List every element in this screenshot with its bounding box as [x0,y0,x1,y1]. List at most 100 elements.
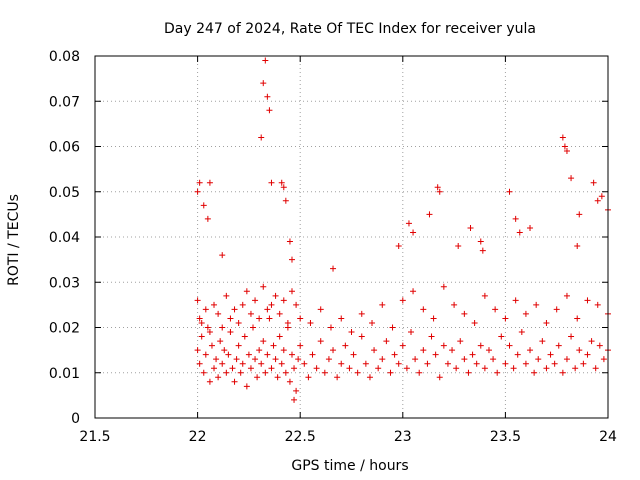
data-point [252,356,259,363]
data-point [266,315,273,322]
data-point [399,342,406,349]
y-tick-label: 0.08 [49,49,80,65]
data-point [574,243,581,250]
data-point [258,134,265,141]
data-point [291,396,298,403]
data-point [305,374,312,381]
data-point [563,292,570,299]
data-point [518,329,525,336]
data-point [512,215,519,222]
data-point [293,387,300,394]
data-point [522,360,529,367]
y-tick-label: 0.06 [49,140,80,156]
data-point [354,369,361,376]
data-point [256,347,263,354]
data-point [196,179,203,186]
data-point [362,360,369,367]
data-point [553,306,560,313]
data-point [219,252,226,259]
data-point [533,301,540,308]
data-point [543,365,550,372]
data-point [428,333,435,340]
data-point [276,333,283,340]
data-point [432,351,439,358]
data-point [288,256,295,263]
data-point [358,310,365,317]
data-point [254,374,261,381]
data-point [200,369,207,376]
axis-ticks [94,55,609,419]
data-point [572,365,579,372]
data-point [348,329,355,336]
data-point [260,283,267,290]
data-point [211,301,218,308]
data-point [420,347,427,354]
data-point [461,356,468,363]
data-point [280,297,287,304]
data-point [494,369,501,376]
data-point [477,238,484,245]
x-tick-label: 22 [189,429,207,445]
data-point [590,179,597,186]
data-point [260,338,267,345]
data-point [338,360,345,367]
data-point [379,356,386,363]
data-point [350,351,357,358]
data-point [410,229,417,236]
data-point [325,356,332,363]
data-point [231,306,238,313]
data-point [596,342,603,349]
data-point [208,342,215,349]
data-point [434,184,441,191]
data-point [527,347,534,354]
data-point [243,288,250,295]
y-tick-label: 0.07 [49,94,80,110]
data-point [260,80,267,87]
data-point [453,365,460,372]
x-tick-label: 22.5 [285,429,316,445]
data-point [477,342,484,349]
data-point [243,383,250,390]
data-point [391,351,398,358]
data-point [555,342,562,349]
data-point [262,57,269,64]
data-point [282,369,289,376]
data-point [600,356,607,363]
data-point [369,319,376,326]
data-point [516,229,523,236]
y-tick-label: 0.03 [49,275,80,291]
data-point [588,338,595,345]
data-point [395,360,402,367]
x-tick-labels: 21.5 22 22.5 23 23.5 24 [79,429,617,445]
data-point [278,179,285,186]
data-point [252,297,259,304]
data-point [424,360,431,367]
data-point [457,338,464,345]
data-point [297,342,304,349]
data-point [301,360,308,367]
data-point [264,351,271,358]
data-point [561,143,568,150]
data-point [455,243,462,250]
data-point [405,220,412,227]
data-point [282,197,289,204]
data-point [327,324,334,331]
data-point [268,365,275,372]
data-point [330,265,337,272]
data-point [211,365,218,372]
data-point [449,347,456,354]
data-point [492,306,499,313]
data-point [440,342,447,349]
data-point [543,319,550,326]
data-point [262,369,269,376]
data-point [512,297,519,304]
data-point [215,374,222,381]
data-point [580,360,587,367]
data-point [440,283,447,290]
data-point [204,324,211,331]
data-point [559,134,566,141]
data-point [506,188,513,195]
data-point [198,333,205,340]
data-point [239,360,246,367]
data-point [399,297,406,304]
